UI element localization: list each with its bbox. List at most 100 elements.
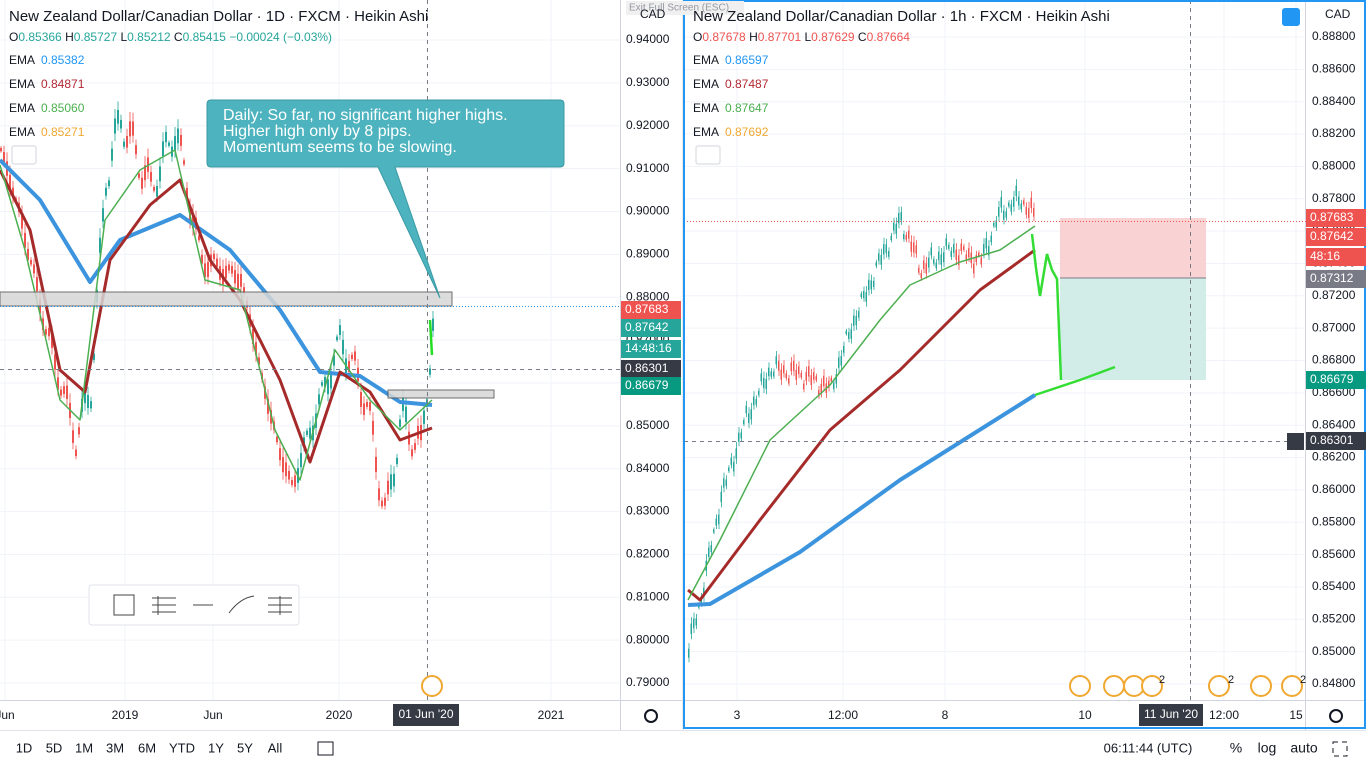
candle-body: [267, 398, 269, 414]
scale-option[interactable]: %: [1230, 740, 1242, 756]
candle-body: [45, 329, 47, 335]
ui-layer: 0.94000 0.93000 0.92000 0.91000 0.90000 0.890…: [0, 7, 1366, 757]
candle-body: [1028, 207, 1030, 218]
collapse-button[interactable]: [695, 145, 721, 165]
time-label: Jun: [203, 708, 222, 722]
candle-body: [998, 207, 1000, 217]
candle-body: [693, 618, 695, 629]
tool-rect[interactable]: [113, 594, 135, 616]
event-icon[interactable]: [421, 675, 443, 697]
candle-body: [795, 369, 797, 381]
tool-fib[interactable]: [152, 596, 176, 615]
candle-body: [30, 259, 32, 265]
interval-button[interactable]: YTD: [169, 740, 195, 755]
settings-icon[interactable]: [1329, 709, 1343, 723]
candle-body: [159, 166, 161, 182]
ohlc-value: 0.85415: [183, 30, 227, 44]
candle-body: [192, 213, 194, 229]
drawing: [1030, 233, 1116, 397]
ema-value: 0.87647: [725, 101, 769, 115]
candle-body: [955, 249, 957, 260]
event-icon[interactable]: [1069, 675, 1091, 697]
candle-body: [793, 360, 795, 372]
crosshair-button[interactable]: [1287, 433, 1304, 450]
sync-button[interactable]: [1282, 8, 1300, 26]
interval-button[interactable]: 3M: [106, 740, 124, 755]
event-icon[interactable]: [1141, 675, 1163, 697]
annotation-text: Momentum seems to be slowing.: [223, 139, 457, 156]
ema-curve: [687, 225, 1036, 601]
candle-body: [117, 109, 119, 124]
price-tick: 0.87200: [1312, 288, 1356, 302]
candle-body: [318, 394, 320, 405]
interval-button[interactable]: 5D: [46, 740, 63, 755]
interval-button[interactable]: 1M: [75, 740, 93, 755]
ohlc-value: 0.87678: [702, 30, 746, 44]
candle-body: [399, 419, 401, 427]
candles: [0, 101, 1037, 663]
candle-body: [860, 293, 862, 298]
candle-body: [968, 248, 970, 258]
candle-body: [758, 390, 760, 396]
candle-body: [252, 328, 254, 345]
scale-option[interactable]: log: [1258, 740, 1277, 756]
ohlc-value: 0.85727: [74, 30, 118, 44]
collapse-button[interactable]: [11, 145, 37, 165]
candle-body: [888, 251, 890, 257]
ema-label: EMA: [693, 101, 719, 115]
candle-body: [710, 545, 712, 552]
scale-option[interactable]: auto: [1290, 740, 1317, 756]
event-icon[interactable]: [1103, 675, 1125, 697]
price-tick: 0.92000: [626, 118, 670, 132]
ohlc-key: L: [120, 30, 127, 44]
settings-icon[interactable]: [644, 709, 658, 723]
tool-brush[interactable]: [228, 595, 255, 614]
candle-body: [838, 357, 840, 368]
candle-body: [1015, 185, 1017, 197]
exit-fullscreen-bg[interactable]: [626, 1, 744, 15]
candle-body: [429, 368, 431, 375]
candle-body: [808, 366, 810, 377]
ema-label: EMA: [9, 101, 35, 115]
candle-body: [715, 518, 717, 526]
tool-measure[interactable]: [268, 596, 292, 615]
candle-body: [905, 234, 907, 240]
exit-fullscreen[interactable]: Exit Full Screen (ESC): [629, 3, 729, 14]
interval-button[interactable]: 1D: [16, 740, 33, 755]
candle-body: [723, 478, 725, 488]
event-icon[interactable]: [1281, 675, 1303, 697]
candle-body: [333, 355, 335, 366]
event-icon[interactable]: [1250, 675, 1272, 697]
candle-body: [102, 208, 104, 222]
price-tick: 0.88800: [1312, 29, 1356, 43]
candle-body: [773, 371, 775, 377]
candle-body: [51, 334, 53, 348]
candle-body: [913, 242, 915, 253]
candle-body: [234, 270, 236, 284]
interval-button[interactable]: 6M: [138, 740, 156, 755]
candle-body: [360, 391, 362, 407]
fullscreen-icon[interactable]: [1332, 741, 1348, 757]
price-tick: 0.90000: [626, 204, 670, 218]
candle-body: [1010, 204, 1012, 212]
candle-body: [920, 273, 922, 279]
ohlc-value: 0.85366: [18, 30, 62, 44]
candle-body: [1013, 197, 1015, 207]
price-tick: 0.86200: [1312, 450, 1356, 464]
candle-body: [900, 212, 902, 221]
ema-value: 0.87692: [725, 125, 769, 139]
ema-label: EMA: [9, 77, 35, 91]
interval-button[interactable]: All: [268, 740, 283, 755]
event-icon[interactable]: [1208, 675, 1230, 697]
time-label: 15: [1289, 708, 1303, 722]
candle-body: [321, 382, 323, 386]
interval-button[interactable]: 5Y: [237, 740, 253, 755]
event-count: 2: [1159, 674, 1165, 686]
compare-icon[interactable]: [317, 741, 334, 756]
candle-body: [132, 121, 134, 136]
interval-button[interactable]: 1Y: [208, 740, 224, 755]
ohlc-change: −0.00024 (−0.03%): [229, 30, 332, 44]
candle-body: [276, 436, 278, 443]
candle-body: [923, 260, 925, 270]
annotation-text: Daily: So far, no significant higher hig…: [223, 107, 508, 124]
